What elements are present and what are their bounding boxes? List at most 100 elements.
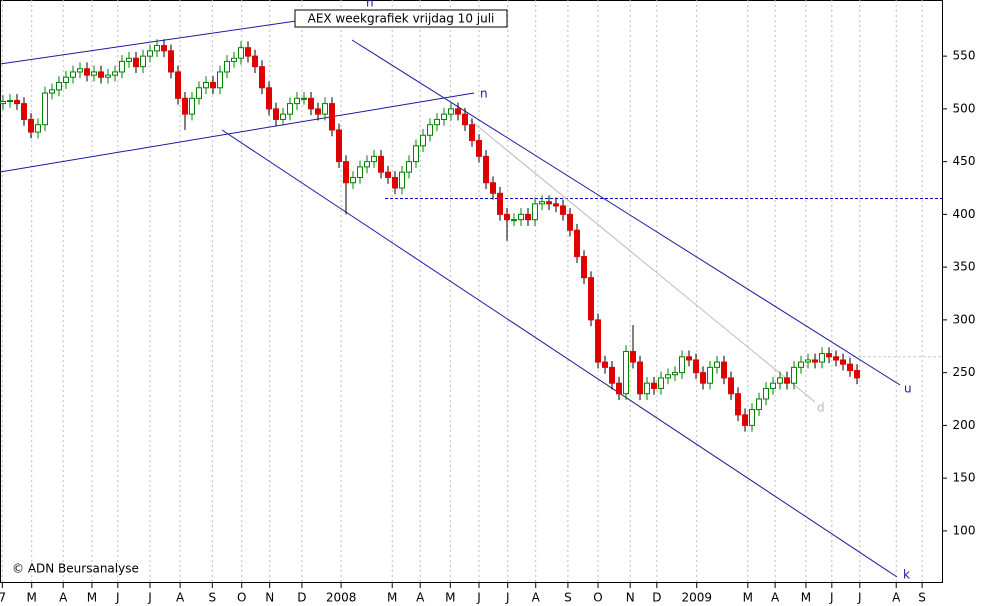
candle-body: [707, 366, 714, 384]
candle-body: [469, 124, 476, 142]
candle-body: [651, 382, 658, 389]
candle-body: [756, 398, 763, 411]
y-tick-label: 300: [953, 312, 976, 326]
annotation: n: [366, 0, 374, 10]
candle-body: [322, 103, 329, 115]
x-tick-label: A: [532, 591, 541, 605]
candle-body: [721, 361, 728, 379]
candle-body: [581, 256, 588, 279]
candle-body: [7, 99, 14, 102]
candle-body: [686, 356, 693, 361]
x-tick-label: S: [918, 591, 926, 605]
candle-body: [0, 100, 7, 105]
candle-body: [490, 182, 497, 194]
candle-body: [392, 176, 399, 189]
candle-body: [56, 82, 63, 91]
candle-body: [357, 166, 364, 178]
annotation: n: [480, 87, 488, 101]
candle-body: [350, 176, 357, 184]
candle-body: [539, 201, 546, 205]
candle-body: [497, 192, 504, 215]
x-tick-label: N: [626, 591, 635, 605]
x-tick-label: J: [857, 591, 862, 605]
x-tick-label: M: [27, 591, 37, 605]
candle-body: [21, 103, 28, 120]
candle-body: [553, 203, 560, 207]
candle-body: [735, 393, 742, 416]
candle-body: [378, 155, 385, 173]
y-tick-label: 400: [953, 207, 976, 221]
candle-body: [413, 145, 420, 163]
x-tick-label: A: [771, 591, 780, 605]
candle-body: [763, 387, 770, 400]
candle-body: [35, 124, 42, 133]
candle-body: [791, 366, 798, 384]
candle-body: [784, 377, 791, 384]
candle-body: [826, 353, 833, 358]
candle-body: [126, 57, 133, 62]
y-tick-label: 200: [953, 418, 976, 432]
candle-body: [420, 134, 427, 147]
candle-body: [700, 372, 707, 384]
x-tick-label: A: [59, 591, 68, 605]
candle-body: [308, 97, 315, 110]
candle-body: [406, 161, 413, 173]
candle-body: [637, 361, 644, 395]
candle-body: [168, 50, 175, 73]
x-tick-label: M: [387, 591, 397, 605]
x-tick-label: M: [87, 591, 97, 605]
y-tick-label: 150: [953, 471, 976, 485]
trend-line: [221, 129, 898, 578]
candle-body: [385, 171, 392, 178]
candle-body: [455, 108, 462, 115]
y-tick-label: 250: [953, 365, 976, 379]
x-tick-label: 7: [0, 591, 6, 605]
chart-title: AEX weekgrafiek vrijdag 10 juli: [308, 12, 495, 26]
candle-body: [602, 361, 609, 368]
x-tick-label: J: [476, 591, 481, 605]
candle-body: [182, 97, 189, 115]
x-tick-label: D: [297, 591, 306, 605]
candle-body: [189, 97, 196, 115]
x-tick-label: J: [829, 591, 834, 605]
candle-body: [14, 99, 21, 105]
candle-body: [364, 161, 371, 168]
candle-body: [266, 87, 273, 110]
candle-body: [259, 66, 266, 89]
candle-body: [210, 82, 217, 89]
candle-body: [371, 155, 378, 163]
candle-body: [812, 359, 819, 363]
candle-body: [105, 74, 112, 78]
candle-body: [511, 219, 518, 222]
candle-body: [532, 203, 539, 221]
candle-body: [588, 277, 595, 321]
candle-body: [714, 361, 721, 368]
candle-body: [252, 55, 259, 68]
x-tick-label: J: [147, 591, 152, 605]
candle-body: [63, 76, 70, 84]
candle-body: [238, 47, 245, 59]
candle-body: [483, 155, 490, 184]
credit: © ADN Beursanalyse: [12, 562, 139, 576]
candle-body: [70, 71, 77, 78]
candle-body: [630, 351, 637, 363]
candle-body: [504, 213, 511, 221]
candle-body: [273, 108, 280, 120]
x-tick-label: A: [416, 591, 425, 605]
candle-body: [329, 103, 336, 131]
candle-body: [805, 359, 812, 363]
x-tick-label: A: [892, 591, 901, 605]
candle-body: [245, 47, 252, 57]
candle-body: [112, 71, 119, 76]
candle-body: [42, 92, 49, 126]
candle-body: [728, 377, 735, 395]
y-tick-label: 550: [953, 49, 976, 63]
candle-body: [231, 57, 238, 62]
candle-body: [525, 213, 532, 221]
plot-frame: [0, 0, 943, 583]
candle-body: [693, 359, 700, 374]
candle-body: [133, 57, 140, 68]
candle-body: [462, 113, 469, 126]
x-tick-label: O: [237, 591, 246, 605]
